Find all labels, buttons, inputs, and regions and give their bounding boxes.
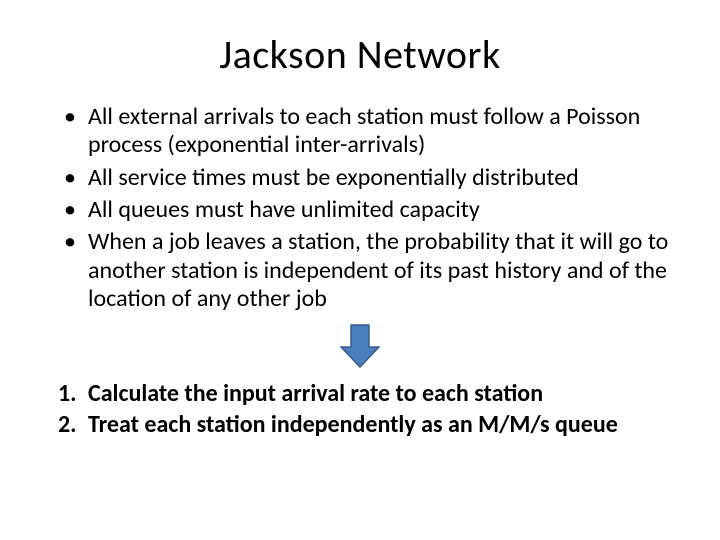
slide-title: Jackson Network bbox=[34, 30, 686, 79]
step-item: Calculate the input arrival rate to each… bbox=[88, 380, 686, 408]
bullet-item: All service times must be exponentially … bbox=[64, 164, 686, 192]
numbered-list: Calculate the input arrival rate to each… bbox=[34, 380, 686, 439]
slide: Jackson Network All external arrivals to… bbox=[0, 0, 720, 540]
arrow-container bbox=[34, 323, 686, 374]
step-item: Treat each station independently as an M… bbox=[88, 411, 686, 439]
down-arrow-icon bbox=[339, 323, 381, 369]
bullet-item: When a job leaves a station, the probabi… bbox=[64, 228, 686, 313]
bullet-item: All external arrivals to each station mu… bbox=[64, 103, 686, 160]
bullet-list: All external arrivals to each station mu… bbox=[34, 103, 686, 313]
bullet-item: All queues must have unlimited capacity bbox=[64, 196, 686, 224]
